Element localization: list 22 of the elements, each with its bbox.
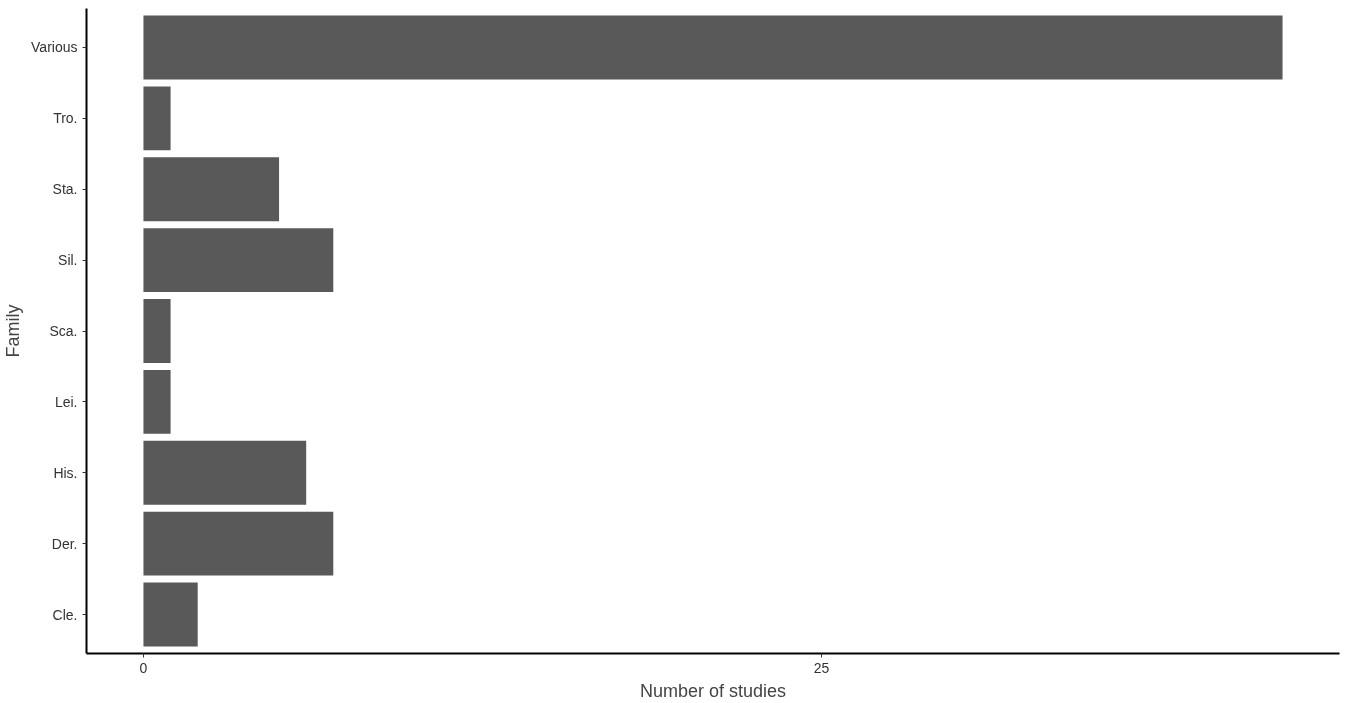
y-tick-label: Sca. (49, 323, 78, 339)
bar (143, 15, 1283, 80)
y-tick-label: Der. (51, 535, 78, 552)
y-tick-label: Various (31, 39, 78, 56)
y-tick-label: Lei. (54, 393, 78, 410)
bar (143, 369, 171, 434)
bar (143, 86, 171, 151)
bar (143, 582, 198, 647)
y-tick-label: His. (53, 464, 78, 481)
y-tick-label: Tro. (53, 110, 78, 127)
bar (143, 228, 334, 293)
x-axis-title: Number of studies (639, 680, 787, 701)
bar (143, 511, 334, 576)
y-tick-label: Sil. (58, 252, 78, 269)
x-tick-label: 25 (813, 659, 830, 676)
y-axis-title: Family (3, 304, 24, 358)
bar (143, 299, 171, 363)
bar (143, 440, 307, 505)
y-tick-label: Sta. (52, 181, 78, 198)
x-tick-label: 0 (139, 659, 148, 676)
bar (143, 157, 280, 222)
y-tick-label: Cle. (52, 606, 78, 623)
